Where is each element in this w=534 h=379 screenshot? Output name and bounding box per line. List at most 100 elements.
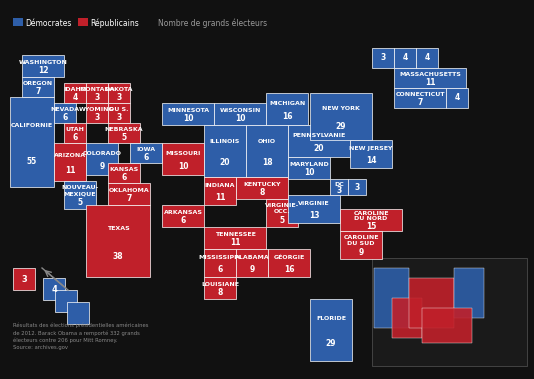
- Text: 6: 6: [73, 133, 77, 142]
- Bar: [350, 140, 392, 168]
- Text: CONNECTICUT: CONNECTICUT: [395, 92, 445, 97]
- Text: ALABAMA: ALABAMA: [234, 255, 269, 260]
- Text: 10: 10: [235, 114, 245, 123]
- Text: OREGON: OREGON: [23, 81, 53, 86]
- Bar: [162, 103, 214, 125]
- Text: 20: 20: [220, 158, 230, 167]
- Bar: [288, 125, 350, 157]
- Bar: [162, 205, 204, 227]
- Text: CAROLINE: CAROLINE: [343, 235, 379, 240]
- Text: 3: 3: [21, 274, 27, 283]
- Text: ARKANSAS: ARKANSAS: [163, 210, 202, 215]
- Text: 7: 7: [417, 98, 423, 107]
- Bar: [108, 103, 130, 123]
- Text: INDIANA: INDIANA: [205, 183, 235, 188]
- Text: 5: 5: [121, 133, 127, 142]
- Text: WISCONSIN: WISCONSIN: [219, 108, 261, 113]
- Text: MARYLAND: MARYLAND: [289, 161, 329, 166]
- Text: 5: 5: [77, 198, 83, 207]
- Text: DC: DC: [334, 182, 344, 186]
- Text: DU NORD: DU NORD: [355, 216, 388, 221]
- Bar: [409, 278, 454, 328]
- Bar: [266, 199, 298, 227]
- Bar: [130, 143, 162, 163]
- Text: 11: 11: [65, 166, 75, 175]
- Text: 4: 4: [51, 285, 57, 293]
- Text: COLORADO: COLORADO: [82, 151, 122, 156]
- Text: 29: 29: [336, 122, 346, 132]
- Text: Républicains: Républicains: [90, 18, 139, 28]
- Text: 6: 6: [121, 173, 127, 182]
- Text: GÉORGIE: GÉORGIE: [273, 255, 304, 260]
- Text: CALIFORNIE: CALIFORNIE: [11, 123, 53, 128]
- Text: 13: 13: [309, 211, 319, 220]
- Bar: [266, 93, 308, 125]
- Text: 14: 14: [366, 156, 376, 164]
- Text: 11: 11: [230, 238, 240, 247]
- Text: DU S.: DU S.: [109, 107, 129, 112]
- Text: KENTUCKY: KENTUCKY: [243, 182, 281, 186]
- Text: 11: 11: [425, 78, 435, 87]
- Text: 5: 5: [279, 216, 285, 226]
- Bar: [108, 83, 130, 103]
- Bar: [204, 177, 236, 205]
- Bar: [416, 48, 438, 68]
- Text: MISSOURI: MISSOURI: [166, 151, 201, 156]
- Bar: [246, 125, 288, 177]
- Text: WASHINGTON: WASHINGTON: [19, 60, 67, 64]
- Text: ARIZONA: ARIZONA: [54, 153, 86, 158]
- Bar: [86, 205, 150, 277]
- Text: 8: 8: [217, 288, 223, 298]
- Bar: [422, 308, 472, 343]
- Text: MINNESOTA: MINNESOTA: [167, 108, 209, 113]
- Bar: [454, 268, 484, 318]
- Text: ILLINOIS: ILLINOIS: [210, 139, 240, 144]
- Text: UTAH: UTAH: [66, 127, 84, 132]
- Text: 9: 9: [99, 161, 105, 171]
- Bar: [204, 227, 266, 249]
- Text: 4: 4: [425, 53, 430, 63]
- Bar: [64, 181, 96, 209]
- Bar: [86, 143, 118, 175]
- Text: 18: 18: [262, 158, 272, 167]
- Text: 38: 38: [113, 252, 123, 262]
- Text: KANSAS: KANSAS: [109, 167, 139, 172]
- Bar: [67, 302, 89, 324]
- Text: 3: 3: [380, 53, 386, 63]
- Text: 8: 8: [260, 188, 265, 197]
- Text: TEXAS: TEXAS: [107, 226, 129, 230]
- Bar: [204, 125, 246, 177]
- Text: 6: 6: [217, 265, 223, 274]
- Bar: [330, 179, 348, 195]
- Bar: [372, 48, 394, 68]
- Bar: [13, 18, 23, 26]
- Text: OKLAHOMA: OKLAHOMA: [108, 188, 150, 193]
- Text: 9: 9: [358, 248, 364, 257]
- Text: 7: 7: [127, 194, 132, 204]
- Text: 6: 6: [62, 113, 68, 122]
- Text: OHIO: OHIO: [258, 139, 276, 144]
- Bar: [204, 277, 236, 299]
- Text: 3: 3: [355, 183, 359, 191]
- Text: TENNESSEE: TENNESSEE: [215, 232, 255, 236]
- Text: IDAHO: IDAHO: [64, 87, 87, 92]
- Bar: [43, 278, 65, 300]
- Bar: [86, 83, 108, 103]
- Text: 15: 15: [366, 222, 376, 231]
- Text: 12: 12: [38, 66, 48, 75]
- Bar: [13, 268, 35, 290]
- Text: VIRGINIE-: VIRGINIE-: [265, 203, 299, 208]
- Text: 10: 10: [304, 168, 314, 177]
- Bar: [394, 88, 446, 108]
- Bar: [310, 93, 372, 140]
- Bar: [268, 249, 310, 277]
- Text: LOUISIANE: LOUISIANE: [201, 282, 239, 287]
- Text: 6: 6: [180, 216, 186, 226]
- Text: 3: 3: [95, 93, 100, 102]
- Text: IOWA: IOWA: [137, 147, 155, 152]
- Text: Démocrates: Démocrates: [25, 19, 72, 28]
- Text: FLORIDE: FLORIDE: [316, 316, 346, 321]
- Bar: [22, 77, 54, 97]
- Text: WYOMING: WYOMING: [79, 107, 115, 112]
- Text: 55: 55: [27, 157, 37, 166]
